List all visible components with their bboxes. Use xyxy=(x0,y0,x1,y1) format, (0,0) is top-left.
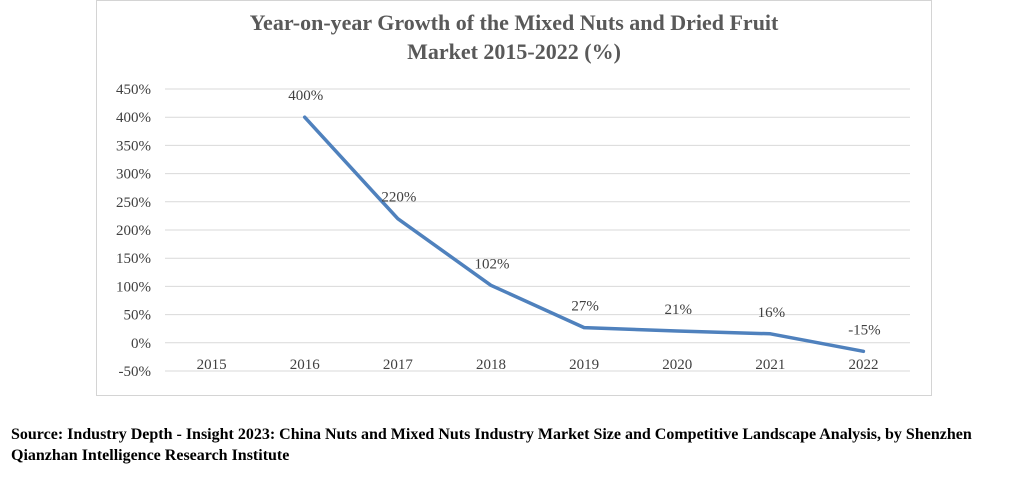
y-tick-label: 250% xyxy=(116,195,151,211)
y-axis-tick-labels: 450% 400% 350% 300% 250% 200% 150% 100% 50% 0% -50… xyxy=(116,82,151,380)
x-tick-label-2019: 2019 xyxy=(569,357,599,373)
y-tick-label: 300% xyxy=(116,167,151,183)
chart-title-line-1: Year-on-year Growth of the Mixed Nuts an… xyxy=(250,10,779,35)
y-tick-label: 150% xyxy=(116,251,151,267)
chart-frame xyxy=(96,0,932,396)
source-note: Source: Industry Depth - Insight 2023: C… xyxy=(11,426,972,464)
line-chart: Year-on-year Growth of the Mixed Nuts an… xyxy=(116,10,910,380)
x-tick-label-2022: 2022 xyxy=(848,357,878,373)
x-tick-label-2017: 2017 xyxy=(383,357,414,373)
data-label-2019: 27% xyxy=(571,299,599,315)
y-tick-label: 400% xyxy=(116,110,151,126)
data-label-2022: -15% xyxy=(848,322,881,338)
x-tick-label-2021: 2021 xyxy=(755,357,785,373)
y-tick-label: 200% xyxy=(116,223,151,239)
y-tick-label: -50% xyxy=(119,364,152,380)
data-label-2021: 16% xyxy=(758,305,786,321)
x-tick-label-2015: 2015 xyxy=(197,357,227,373)
data-label-2017: 220% xyxy=(381,190,416,206)
x-tick-label-2018: 2018 xyxy=(476,357,506,373)
gridlines xyxy=(165,88,910,372)
x-axis-tick-labels: 2015 2016 2017 2018 2019 2020 2021 2022 xyxy=(197,357,879,373)
y-tick-label: 0% xyxy=(131,336,151,352)
x-tick-label-2016: 2016 xyxy=(290,357,321,373)
data-label-2016: 400% xyxy=(288,88,323,104)
y-tick-label: 450% xyxy=(116,82,151,98)
y-tick-label: 50% xyxy=(124,308,152,324)
data-labels: 400% 220% 102% 27% 21% 16% -15% xyxy=(288,88,881,338)
data-label-2020: 21% xyxy=(664,302,692,318)
x-tick-label-2020: 2020 xyxy=(662,357,692,373)
chart-title-line-2: Market 2015-2022 (%) xyxy=(407,39,621,64)
series-growth xyxy=(302,115,866,354)
chart-title: Year-on-year Growth of the Mixed Nuts an… xyxy=(250,10,779,64)
data-label-2018: 102% xyxy=(474,256,509,272)
y-tick-label: 100% xyxy=(116,279,151,295)
y-tick-label: 350% xyxy=(116,138,151,154)
